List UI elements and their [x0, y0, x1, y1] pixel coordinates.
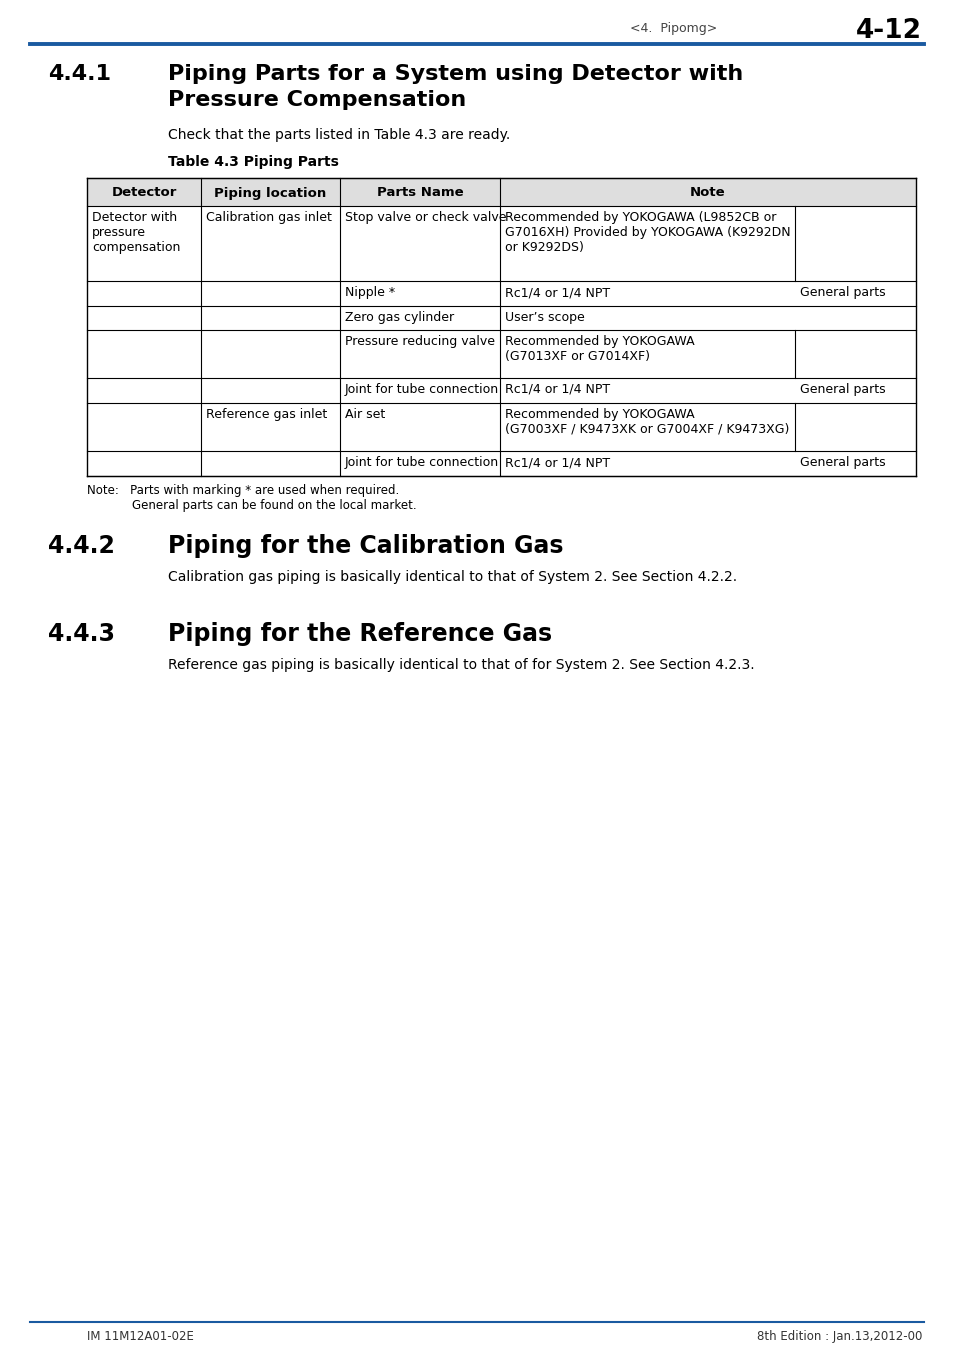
Text: Recommended by YOKOGAWA
(G7013XF or G7014XF): Recommended by YOKOGAWA (G7013XF or G701… [504, 335, 694, 363]
Text: Detector with
pressure
compensation: Detector with pressure compensation [91, 211, 180, 254]
Text: Pressure reducing valve: Pressure reducing valve [345, 335, 495, 348]
Text: Reference gas inlet: Reference gas inlet [206, 408, 327, 421]
Text: Piping Parts for a System using Detector with: Piping Parts for a System using Detector… [168, 63, 742, 84]
Text: Rc1/4 or 1/4 NPT: Rc1/4 or 1/4 NPT [504, 286, 610, 298]
Text: Detector: Detector [112, 186, 176, 200]
Text: 4.4.2: 4.4.2 [48, 535, 114, 558]
Text: 8th Edition : Jan.13,2012-00: 8th Edition : Jan.13,2012-00 [756, 1330, 921, 1343]
Text: Parts Name: Parts Name [376, 186, 463, 200]
Text: Joint for tube connection: Joint for tube connection [345, 383, 498, 396]
Text: Rc1/4 or 1/4 NPT: Rc1/4 or 1/4 NPT [504, 456, 610, 468]
Text: IM 11M12A01-02E: IM 11M12A01-02E [87, 1330, 193, 1343]
Text: General parts can be found on the local market.: General parts can be found on the local … [87, 500, 416, 512]
Text: Note: Note [689, 186, 725, 200]
Text: Piping for the Reference Gas: Piping for the Reference Gas [168, 622, 552, 647]
Text: Nipple *: Nipple * [345, 286, 395, 298]
Text: Reference gas piping is basically identical to that of for System 2. See Section: Reference gas piping is basically identi… [168, 657, 754, 672]
Text: Calibration gas inlet: Calibration gas inlet [206, 211, 332, 224]
Text: Recommended by YOKOGAWA (L9852CB or
G7016XH) Provided by YOKOGAWA (K9292DN
or K9: Recommended by YOKOGAWA (L9852CB or G701… [504, 211, 790, 254]
Text: Recommended by YOKOGAWA
(G7003XF / K9473XK or G7004XF / K9473XG): Recommended by YOKOGAWA (G7003XF / K9473… [504, 408, 788, 436]
Text: <4.  Pipomg>: <4. Pipomg> [629, 22, 717, 35]
Text: General parts: General parts [800, 286, 884, 298]
Text: Table 4.3 Piping Parts: Table 4.3 Piping Parts [168, 155, 338, 169]
Text: Calibration gas piping is basically identical to that of System 2. See Section 4: Calibration gas piping is basically iden… [168, 570, 737, 585]
Text: Piping location: Piping location [213, 186, 326, 200]
Text: Piping for the Calibration Gas: Piping for the Calibration Gas [168, 535, 563, 558]
Text: Rc1/4 or 1/4 NPT: Rc1/4 or 1/4 NPT [504, 383, 610, 396]
Text: General parts: General parts [800, 383, 884, 396]
Text: Joint for tube connection: Joint for tube connection [345, 456, 498, 468]
Text: 4.4.1: 4.4.1 [48, 63, 111, 84]
Text: Pressure Compensation: Pressure Compensation [168, 90, 466, 109]
Text: 4-12: 4-12 [855, 18, 921, 45]
Text: User’s scope: User’s scope [504, 310, 584, 324]
Text: Note:   Parts with marking * are used when required.: Note: Parts with marking * are used when… [87, 485, 399, 497]
Text: 4.4.3: 4.4.3 [48, 622, 115, 647]
Text: Zero gas cylinder: Zero gas cylinder [345, 310, 454, 324]
Text: Check that the parts listed in Table 4.3 are ready.: Check that the parts listed in Table 4.3… [168, 128, 510, 142]
Bar [87, 178, 915, 207]
Text: Stop valve or check valve: Stop valve or check valve [345, 211, 506, 224]
Text: General parts: General parts [800, 456, 884, 468]
Text: Air set: Air set [345, 408, 385, 421]
